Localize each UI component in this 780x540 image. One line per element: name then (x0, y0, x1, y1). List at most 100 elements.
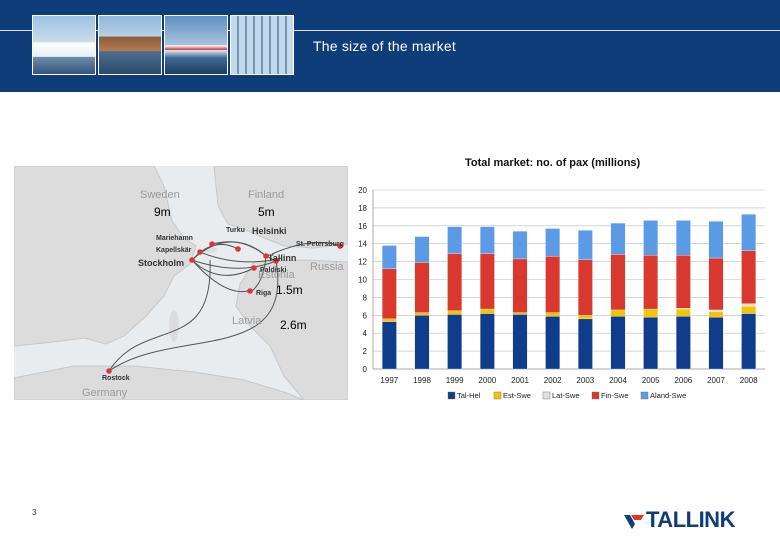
x-tick-label: 2008 (740, 376, 758, 385)
city-label-tallinn: Tallinn (268, 253, 296, 263)
city-label-mariehamn: Mariehamn (156, 235, 193, 242)
city-dot-tallinn (273, 258, 279, 264)
bar-segment-fin-swe-2006 (675, 255, 691, 309)
route-helsinki-stpetersburg (271, 241, 341, 255)
ferry-photo (32, 15, 96, 75)
x-tick-label: 2000 (478, 376, 496, 385)
chart-title: Total market: no. of pax (millions) (465, 157, 641, 169)
bar-segment-fin-swe-2004 (610, 254, 626, 311)
bar-segment-tal-hel-2008 (741, 313, 757, 370)
route-helsinki-riga (251, 255, 267, 292)
bar-segment-fin-swe-2000 (479, 253, 495, 310)
chart-legend: Tal-Hel Est-Swe Lat-Swe Fin-Swe Aland-Swe (447, 391, 686, 400)
legend-label: Aland-Swe (650, 391, 686, 400)
y-tick-label: 20 (358, 186, 367, 195)
bar-segment-tal-hel-2003 (577, 318, 593, 370)
x-tick-label: 1999 (446, 376, 464, 385)
bar-segment-fin-swe-2007 (708, 257, 724, 311)
bar-segment-aland-swe-2004 (610, 222, 626, 255)
x-tick-label: 2005 (642, 376, 660, 385)
city-dot-rostock (106, 368, 112, 374)
bar-segment-est-swe-2008 (741, 306, 757, 314)
y-tick-label: 2 (363, 347, 368, 356)
brand-name: TALLINK (646, 507, 735, 532)
bar-segment-est-swe-2005 (643, 308, 659, 318)
city-dots (106, 241, 343, 374)
y-tick-label: 10 (358, 276, 367, 285)
city-label-riga: Riga (256, 290, 271, 297)
bar-segment-aland-swe-2006 (675, 220, 691, 256)
x-tick-label: 2001 (511, 376, 529, 385)
x-tick-label: 1998 (413, 376, 431, 385)
city-dot-paldiski (251, 265, 257, 271)
x-tick-label: 1997 (380, 376, 398, 385)
bar-segment-est-swe-2007 (708, 311, 724, 318)
bar-segment-aland-swe-2003 (577, 230, 593, 260)
city-label-turku: Turku (226, 227, 245, 234)
gotland-island (169, 310, 179, 342)
bar-segment-aland-swe-1998 (414, 236, 430, 263)
tallink-logo: TALLINK (622, 506, 752, 534)
city-dot-helsinki (263, 253, 269, 259)
x-tick-label: 2006 (674, 376, 692, 385)
map-label-latvia: Latvia (232, 315, 262, 327)
bar-segment-aland-swe-2008 (741, 214, 757, 252)
city-dot-riga (247, 288, 253, 294)
route-mariehamn-helsinki (211, 241, 267, 257)
bar-segment-aland-swe-2000 (479, 226, 495, 254)
city-dot-kapellskar (197, 249, 203, 255)
bar-segment-tal-hel-2001 (512, 314, 528, 370)
legend-swatch (493, 391, 502, 400)
route-stockholm-riga (191, 259, 249, 293)
map-label-finland: Finland (248, 189, 284, 201)
bar-segment-aland-swe-1999 (447, 226, 463, 254)
x-tick-label: 2004 (609, 376, 627, 385)
bar-segment-fin-swe-2008 (741, 250, 757, 304)
bar-segment-aland-swe-2002 (545, 228, 561, 257)
bar-segment-est-swe-2004 (610, 309, 626, 317)
bar-segment-fin-swe-1997 (381, 268, 397, 320)
city-label-stpetersburg: St. Petersburg (296, 241, 344, 248)
x-axis-ticks: 1997 1998 1999 2000 2001 2002 2003 2004 2005 2006… (380, 376, 758, 385)
bar-segment-tal-hel-2004 (610, 316, 626, 370)
city-dot-stpetersburg (337, 243, 343, 249)
map-label-estonia: Estonia (258, 269, 296, 281)
city-label-helsinki: Helsinki (252, 226, 287, 236)
bar-segment-lat-swe-2007 (708, 309, 724, 312)
route-stockholm-paldiski (191, 259, 255, 276)
bar-segment-tal-hel-1997 (381, 321, 397, 370)
bar-segment-tal-hel-2007 (708, 316, 724, 370)
y-tick-label: 12 (358, 258, 367, 267)
map-label-sweden: Sweden (140, 189, 180, 201)
legend-swatch (640, 391, 649, 400)
map-label-germany: Germany (82, 387, 128, 399)
page-number: 3 (32, 508, 37, 517)
lighthouse-photo (164, 15, 228, 75)
bar-segment-est-swe-2002 (545, 312, 561, 317)
bar-segment-est-swe-2000 (479, 308, 495, 314)
volume-label-germany: 2.6m (280, 318, 307, 332)
legend-swatch (447, 391, 456, 400)
market-chart: Total market: no. of pax (millions) 0 2 4 6… (358, 157, 765, 400)
city-dot-stockholm (189, 257, 195, 263)
bar-segment-fin-swe-1998 (414, 262, 430, 313)
bar-segment-aland-swe-2005 (643, 220, 659, 256)
bar-segment-est-swe-1998 (414, 312, 430, 316)
bar-segment-fin-swe-2002 (545, 256, 561, 313)
legend-swatch (591, 391, 600, 400)
legend-label: Lat-Swe (552, 391, 580, 400)
chart-gridlines (372, 189, 765, 370)
city-label-paldiski: Paldiski (260, 267, 287, 274)
bar-segment-tal-hel-2006 (675, 316, 691, 370)
y-tick-label: 6 (363, 311, 368, 320)
bar-segment-aland-swe-2001 (512, 231, 528, 260)
volume-label-finland-estonia: 5m (258, 205, 275, 219)
bar-segment-est-swe-1997 (381, 318, 397, 322)
volume-label-sweden-finland: 9m (154, 205, 171, 219)
ferry-routes (108, 241, 341, 372)
header-divider (0, 30, 780, 31)
chart-bars (381, 214, 757, 370)
bar-segment-tal-hel-2002 (545, 316, 561, 370)
x-tick-label: 2002 (544, 376, 562, 385)
y-tick-label: 0 (363, 365, 368, 374)
